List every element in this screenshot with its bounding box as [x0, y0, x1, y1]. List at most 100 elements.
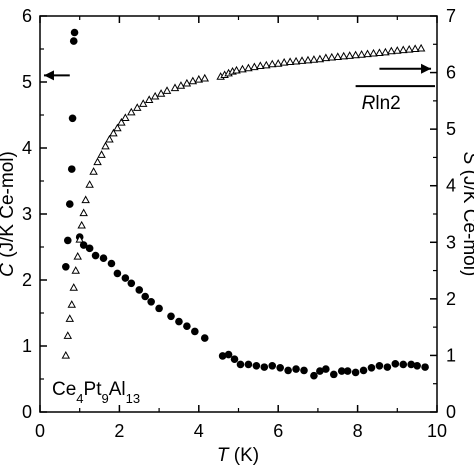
specific-heat-point [155, 304, 163, 313]
entropy-point [416, 43, 426, 52]
specific-heat-point [200, 334, 209, 342]
specific-heat-point [292, 365, 300, 373]
entropy-point [369, 48, 378, 57]
specific-heat-point [359, 366, 368, 375]
specific-heat-point [375, 362, 384, 370]
left-tick-label: 3 [22, 204, 32, 224]
specific-heat-point [127, 279, 136, 288]
specific-heat-point [79, 241, 88, 249]
entropy-point [387, 46, 396, 55]
entropy-point [138, 99, 148, 107]
specific-heat-point [68, 114, 77, 123]
entropy-point [291, 56, 301, 65]
entropy-point [156, 89, 166, 97]
data-marks [61, 28, 429, 380]
right-tick-label: 4 [446, 176, 456, 196]
entropy-point [67, 300, 77, 308]
specific-heat-point [65, 200, 74, 208]
right-arrow-head [421, 63, 432, 74]
entropy-point [61, 350, 71, 359]
entropy-point [71, 266, 80, 274]
entropy-point [170, 83, 180, 92]
x-tick-label: 10 [427, 421, 447, 441]
entropy-point [339, 51, 348, 60]
entropy-point [109, 128, 118, 137]
entropy-point [69, 283, 78, 291]
specific-heat-point [329, 370, 338, 379]
entropy-point [63, 331, 73, 339]
compound-subscript: 9 [101, 391, 108, 406]
entropy-point [244, 63, 253, 72]
entropy-point [105, 134, 114, 143]
left-axis-title: C (J/K Ce-mol) [0, 151, 18, 277]
specific-heat-point [62, 263, 70, 271]
compound-element: Pt [84, 379, 103, 400]
entropy-point [351, 50, 360, 59]
specific-heat-point [67, 165, 76, 173]
specific-heat-point [421, 363, 429, 371]
entropy-point [93, 157, 102, 166]
entropy-point [89, 167, 98, 175]
specific-heat-point [236, 360, 245, 369]
entropy-point [81, 195, 90, 204]
entropy-point [327, 52, 337, 61]
rln2-label: Rln2 [362, 93, 401, 114]
tick-marks [39, 15, 438, 413]
right-tick-label: 1 [446, 345, 456, 365]
entropy-point [404, 44, 414, 53]
specific-heat-point [399, 360, 408, 369]
entropy-point [188, 76, 198, 85]
left-tick-label: 1 [22, 336, 32, 356]
left-tick-label: 0 [22, 402, 32, 422]
entropy-point [363, 49, 372, 58]
left-tick-label: 6 [22, 6, 32, 26]
specific-heat-point [337, 367, 346, 375]
entropy-point [121, 113, 130, 122]
specific-heat-point [141, 292, 150, 301]
entropy-point [345, 51, 354, 59]
specific-heat-point [183, 322, 191, 331]
left-tick-label: 5 [22, 72, 32, 92]
entropy-point [232, 65, 241, 74]
entropy-point [97, 150, 106, 158]
plot-frame [39, 15, 438, 413]
entropy-point [256, 61, 265, 70]
right-tick-label: 2 [446, 289, 456, 309]
entropy-point [150, 91, 160, 100]
specific-heat-point [113, 269, 122, 278]
specific-heat-point [260, 363, 269, 371]
specific-heat-point [367, 363, 376, 372]
specific-heat-point [85, 244, 94, 253]
entropy-point [279, 57, 289, 66]
entropy-point [238, 64, 247, 73]
specific-heat-point [99, 254, 108, 263]
compound-element: Ce [52, 379, 76, 400]
specific-heat-point [343, 367, 352, 375]
specific-heat-point [276, 363, 284, 372]
specific-heat-point [252, 362, 261, 370]
compound-element: Al [109, 379, 126, 400]
specific-heat-point [230, 355, 239, 364]
entropy-point [77, 220, 86, 229]
entropy-point [399, 45, 408, 54]
entropy-point [113, 123, 122, 132]
entropy-point [117, 117, 126, 126]
right-tick-label: 0 [446, 402, 456, 422]
compound-label: Ce4Pt9Al13 [52, 379, 140, 406]
specific-heat-point [407, 360, 415, 369]
entropy-point [144, 95, 154, 103]
compound-subscript: 13 [126, 391, 140, 406]
entropy-point [285, 57, 295, 66]
specific-heat-point [121, 274, 130, 282]
entropy-point [79, 208, 88, 217]
entropy-point [273, 59, 283, 67]
entropy-point [410, 44, 420, 53]
right-tick-label: 7 [446, 6, 456, 26]
entropy-point [101, 141, 110, 150]
left-tick-label: 2 [22, 270, 32, 290]
entropy-point [381, 47, 390, 56]
specific-heat-point [63, 236, 72, 245]
compound-subscript: 4 [76, 391, 83, 406]
